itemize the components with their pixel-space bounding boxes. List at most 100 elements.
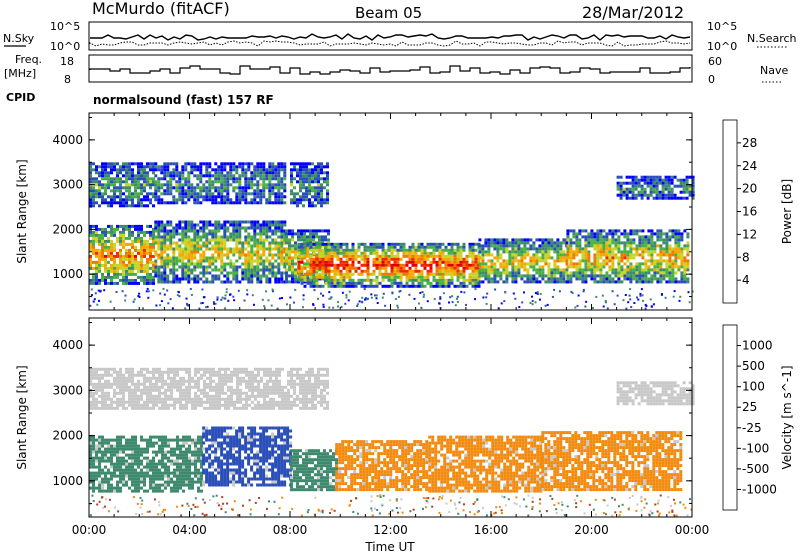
echo-cell — [300, 278, 304, 282]
echo-cell — [393, 248, 397, 252]
echo-cell — [396, 248, 400, 252]
echo-cell — [306, 274, 309, 278]
echo-cell — [616, 184, 620, 188]
echo-cell — [202, 162, 206, 166]
echo-cell — [199, 195, 203, 199]
echo-cell — [638, 229, 642, 233]
echo-cell — [253, 183, 257, 187]
echo-cell — [191, 450, 194, 454]
echo-cell — [134, 177, 137, 181]
echo-cell — [166, 262, 170, 266]
echo-cell — [487, 265, 491, 269]
echo-cell — [453, 263, 457, 267]
echo-cell — [179, 438, 182, 442]
echo-cell — [590, 271, 594, 275]
echo-cell — [575, 250, 579, 254]
echo-cell — [408, 254, 412, 258]
echo-cell — [226, 250, 230, 254]
echo-cell — [101, 477, 104, 481]
echo-cell — [241, 165, 245, 169]
echo-cell — [131, 180, 134, 184]
echo-cell — [95, 233, 98, 237]
echo-cell — [653, 241, 657, 245]
echo-cell — [647, 253, 651, 257]
echo-cell — [134, 183, 137, 187]
echo-cell — [167, 468, 170, 472]
echo-cell — [629, 247, 633, 251]
echo-cell — [402, 251, 406, 255]
echo-cell — [550, 280, 554, 284]
echo-cell — [333, 263, 337, 267]
echo-cell — [92, 385, 95, 389]
echo-cell — [181, 186, 185, 190]
echo-cell — [541, 265, 545, 269]
echo-cell — [625, 193, 629, 197]
echo-cell — [205, 244, 209, 248]
echo-cell — [253, 250, 257, 254]
echo-cell — [593, 277, 597, 281]
echo-cell — [140, 486, 143, 490]
echo-cell — [637, 184, 641, 188]
echo-cell — [357, 266, 361, 270]
echo-cell — [315, 284, 319, 288]
echo-cell — [293, 186, 296, 190]
echo-cell — [444, 281, 448, 285]
echo-cell — [493, 274, 497, 278]
echo-cell — [149, 272, 152, 276]
echo-cell — [95, 388, 98, 392]
echo-cell — [137, 444, 140, 448]
echo-cell — [149, 186, 152, 190]
echo-cell — [244, 189, 248, 193]
echo-cell — [229, 162, 233, 166]
echo-cell — [387, 275, 391, 279]
echo-cell — [300, 271, 303, 275]
echo-cell — [104, 239, 107, 243]
echo-cell — [113, 162, 116, 166]
echo-cell — [348, 278, 352, 282]
echo-cell — [175, 183, 179, 187]
echo-cell — [110, 165, 113, 169]
echo-cell — [271, 253, 275, 257]
echo-cell — [566, 253, 570, 257]
echo-cell — [487, 253, 491, 257]
echo-cell — [208, 171, 212, 175]
echo-cell — [683, 259, 687, 263]
echo-cell — [511, 250, 515, 254]
echo-cell — [569, 244, 573, 248]
echo-cell — [327, 238, 330, 242]
echo-cell — [98, 251, 101, 255]
echo-cell — [191, 441, 194, 445]
echo-cell — [640, 184, 644, 188]
echo-cell — [149, 438, 152, 442]
echo-cell — [584, 277, 588, 281]
echo-cell — [116, 489, 119, 493]
echo-cell — [163, 232, 167, 236]
echo-cell — [632, 241, 636, 245]
echo-cell — [285, 229, 288, 233]
echo-cell — [226, 183, 230, 187]
echo-cell — [176, 480, 179, 484]
echo-cell — [160, 223, 164, 227]
echo-cell — [671, 250, 675, 254]
echo-cell — [140, 251, 143, 255]
echo-cell — [271, 201, 275, 205]
echo-cell — [157, 177, 161, 181]
echo-cell — [562, 277, 566, 281]
echo-cell — [220, 180, 224, 184]
echo-cell — [241, 253, 245, 257]
echo-cell — [116, 224, 119, 228]
echo-cell — [104, 385, 107, 389]
echo-cell — [187, 226, 191, 230]
echo-cell — [244, 256, 248, 260]
echo-cell — [306, 254, 310, 258]
echo-cell — [408, 278, 412, 282]
echo-cell — [149, 162, 152, 166]
echo-cell — [280, 195, 284, 199]
echo-cell — [95, 201, 98, 205]
echo-cell — [170, 489, 173, 493]
echo-cell — [614, 274, 618, 278]
echo-cell — [363, 284, 367, 288]
echo-cell — [169, 201, 173, 205]
echo-cell — [676, 196, 680, 200]
echo-cell — [160, 259, 164, 263]
